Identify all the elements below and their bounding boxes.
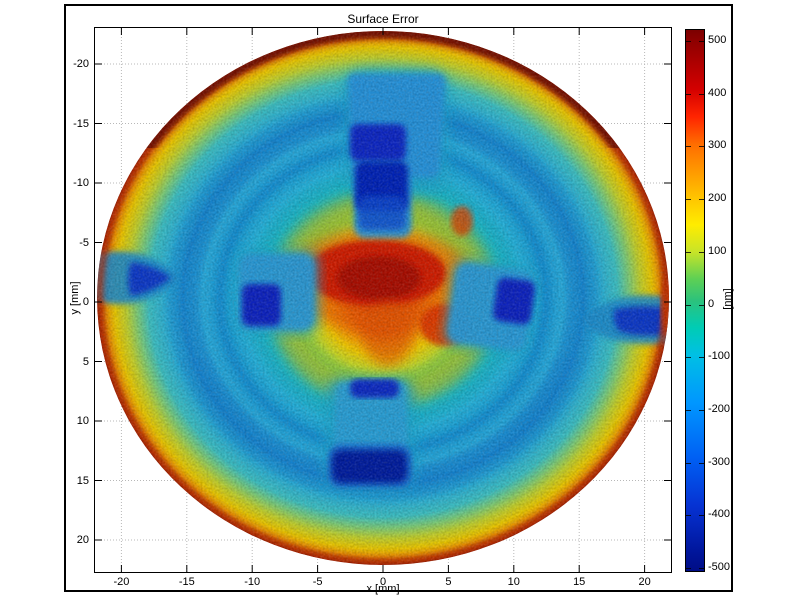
colorbar-tick-mark [686,515,691,517]
y-tick-label: 5 [82,355,89,368]
x-tick-label: 5 [445,576,452,588]
colorbar-tick-mark [686,568,691,569]
x-tick-label: 15 [573,576,586,588]
colorbar-tick-mark [699,93,704,95]
colorbar-tick-label: -300 [708,455,731,468]
colorbar-tick-label: 0 [708,297,715,310]
x-axis-label: x [mm] [366,583,400,595]
colorbar-tick-label: 200 [708,192,727,205]
colorbar-tick-label: -200 [708,402,731,415]
colorbar-tick-mark [686,93,691,95]
colorbar-gradient [685,29,705,572]
colorbar-tick-mark [686,146,691,148]
colorbar-tick-mark [686,409,691,411]
x-tick-label: 0 [379,576,387,588]
x-tick-label: 10 [507,576,520,588]
colorbar-tick-label: 500 [708,34,727,46]
colorbar-tick-mark [686,462,691,464]
x-tick-label: -10 [244,576,261,588]
y-axis-label: y [mm] [69,281,81,315]
y-tick-label: 20 [76,534,89,546]
y-tick-label: -15 [73,117,89,130]
surface-error-map [95,28,671,572]
figure-canvas: Surface Error [64,4,734,595]
colorbar-tick-mark [686,41,691,42]
x-tick-label: -20 [113,576,130,588]
plot-area [94,27,672,573]
colorbar-tick-mark [699,199,704,201]
colorbar-tick-mark [699,568,704,569]
colorbar-tick-mark [686,304,691,306]
colorbar-tick-mark [686,251,691,253]
colorbar-tick-mark [699,146,704,148]
colorbar-tick-label: 400 [708,86,727,99]
colorbar-tick-mark [699,41,704,42]
colorbar-tick-mark [686,199,691,201]
y-tick-label: 15 [76,474,89,487]
x-tick-label: -15 [178,576,195,588]
y-tick-label: -10 [73,177,89,189]
x-tick-label: -5 [312,576,323,588]
y-tick-label: 0 [82,296,89,308]
colorbar-unit-label: [nm] [722,288,734,310]
y-tick-label: -5 [79,236,89,249]
plot-title: Surface Error [347,12,419,26]
noise-texture-light [97,31,669,565]
x-tick-label: 20 [638,576,651,588]
surface-disk [97,31,669,565]
colorbar-tick-label: 300 [708,139,727,152]
colorbar-tick-mark [699,462,704,464]
y-tick-label: 10 [76,415,89,427]
colorbar-tick-mark [699,304,704,306]
colorbar-tick-label: -500 [708,561,731,573]
colorbar-tick-mark [699,357,704,359]
colorbar-tick-label: -400 [708,508,731,521]
axis-ticks [95,28,671,572]
colorbar-tick-mark [699,515,704,517]
colorbar-tick-mark [699,251,704,253]
y-tick-label: -20 [73,58,89,70]
colorbar-tick-mark [686,357,691,359]
colorbar-tick-label: 100 [708,244,727,257]
colorbar-tick-label: -100 [708,350,731,363]
colorbar-tick-mark [699,409,704,411]
